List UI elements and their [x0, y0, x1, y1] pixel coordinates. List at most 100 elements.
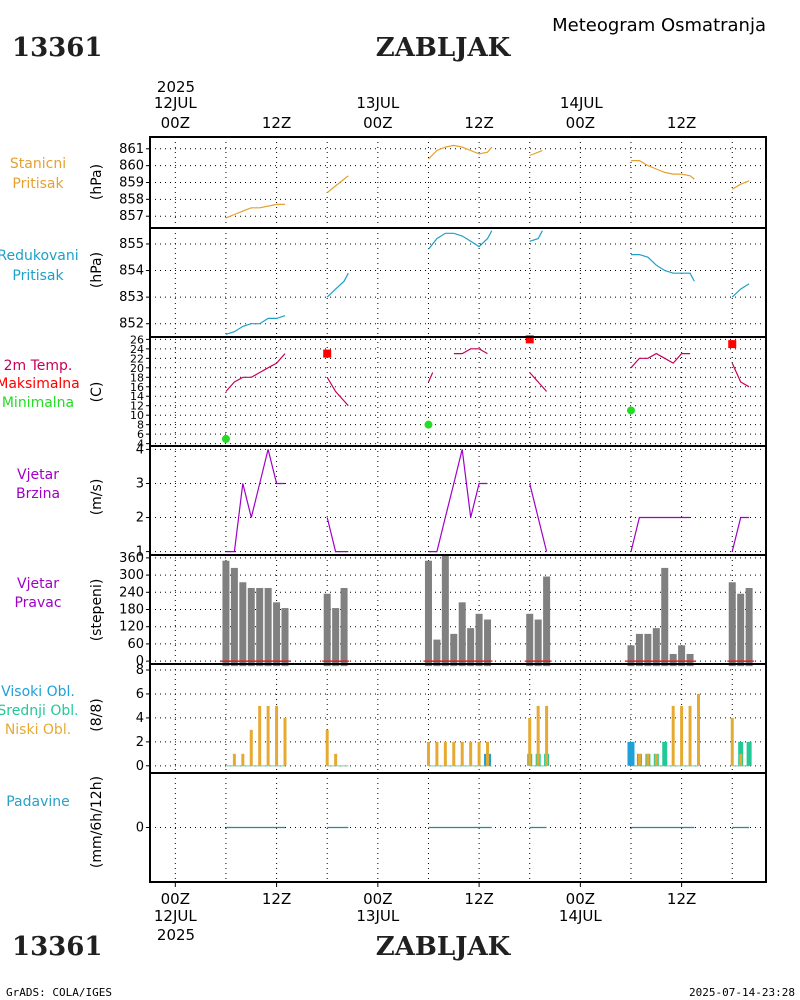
panel-label: Padavine	[6, 794, 70, 810]
y-tick-label: 360	[119, 551, 144, 566]
cloud-bar	[654, 753, 658, 766]
cloud-bar	[671, 705, 675, 766]
y-tick-label: 4	[136, 711, 144, 726]
cloud-bar	[696, 693, 700, 766]
wind-direction-bar	[273, 602, 281, 667]
panel-precipitation: 0 Padavine (mm/6h/12h)	[6, 773, 766, 882]
cloud-bar	[460, 741, 464, 766]
y-tick-label: 22	[130, 352, 144, 365]
bottom-date-label: 12JUL	[154, 907, 197, 925]
panel-label: Minimalna	[2, 395, 74, 411]
cloud-bar	[452, 741, 456, 766]
wind-direction-bar	[256, 587, 264, 667]
series-line	[731, 516, 750, 552]
wind-direction-bar	[264, 587, 272, 667]
top-date-label: 13JUL	[356, 94, 399, 112]
series-line	[731, 283, 750, 298]
series-line	[326, 272, 349, 298]
y-tick-label: 180	[119, 603, 144, 618]
station-id-header: 13361	[12, 33, 102, 63]
bottom-tick-label: 00Z	[566, 890, 595, 908]
wind-direction-bar	[239, 582, 247, 667]
frame-border	[149, 136, 767, 883]
wind-direction-bar	[323, 593, 331, 667]
max-temp-marker	[525, 335, 534, 344]
cloud-bar	[477, 741, 481, 766]
station-id-footer: 13361	[12, 932, 102, 962]
cloud-bar	[545, 705, 549, 766]
y-tick-label: 4	[136, 442, 144, 457]
chart-title: Meteogram Osmatranja	[552, 15, 766, 36]
cloud-bar	[426, 741, 430, 766]
y-tick-label: 20	[130, 362, 144, 375]
wind-direction-bar	[627, 645, 635, 667]
series-line	[731, 180, 750, 190]
wind-direction-bar	[526, 613, 534, 667]
cloud-bar	[249, 729, 253, 766]
cloud-bar	[325, 729, 329, 766]
y-tick-label: 120	[119, 620, 144, 635]
panel-label: Stanicni	[10, 156, 66, 172]
cloud-bar	[637, 753, 641, 766]
y-tick-label: 18	[130, 371, 144, 384]
cloud-bar	[536, 705, 540, 766]
panel-label: Niski Obl.	[5, 722, 71, 738]
panel-reduced_pressure: 852 853 854 855 Redukovani Pritisak (hPa)	[0, 228, 766, 337]
top-tick-label: 00Z	[566, 114, 595, 132]
panel-label: Maksimalna	[0, 376, 80, 392]
cloud-bar	[435, 741, 439, 766]
top-tick-label: 12Z	[464, 114, 493, 132]
wind-direction-bar	[433, 639, 441, 667]
max-temp-marker	[323, 349, 332, 358]
wind-direction-bar	[661, 567, 669, 667]
station-name-footer: ZABLJAK	[376, 932, 512, 962]
y-tick-label: 4	[137, 438, 144, 451]
y-tick-label: 3	[136, 476, 144, 491]
panel-wind_speed: 1 2 3 4 Vjetar Brzina (m/s)	[16, 442, 766, 560]
y-tick-label: 60	[127, 637, 144, 652]
y-tick-label: 12	[130, 400, 144, 413]
top-date-label: 14JUL	[560, 94, 603, 112]
cloud-bar	[334, 753, 338, 766]
panel-clouds: 0 2 4 6 8 Visoki Obl. Srednji Obl. Niski Obl. (8…	[0, 663, 766, 774]
y-tick-label: 855	[119, 237, 144, 252]
bottom-tick-label: 12Z	[464, 890, 493, 908]
timestamp-text: 2025-07-14-23:28	[689, 986, 795, 999]
y-tick-label: 6	[136, 687, 144, 702]
wind-direction-bar	[728, 582, 736, 667]
y-tick-label: 1	[136, 545, 144, 560]
bottom-tick-label: 12Z	[262, 890, 291, 908]
wind-direction-bar	[450, 633, 458, 667]
y-tick-label: 2	[136, 511, 144, 526]
wind-direction-bar	[441, 555, 449, 667]
top-tick-label: 12Z	[262, 114, 291, 132]
cloud-bar	[266, 705, 270, 766]
series-line	[631, 160, 695, 180]
wind-direction-bar	[652, 628, 660, 667]
cloud-bar	[241, 753, 245, 766]
bottom-tick-label: 12Z	[667, 890, 696, 908]
panel-frame	[149, 136, 767, 887]
y-tick-label: 857	[119, 209, 144, 224]
bottom-tick-label: 00Z	[161, 890, 190, 908]
cloud-bar	[283, 717, 287, 766]
wind-direction-bar	[340, 587, 348, 667]
wind-direction-bar	[424, 560, 432, 667]
bottom-year-label: 2025	[157, 926, 195, 944]
y-axis-label: (hPa)	[89, 252, 105, 288]
series-line	[427, 372, 434, 383]
wind-direction-bar	[737, 593, 745, 667]
series-line	[225, 353, 286, 392]
series-line	[428, 230, 493, 250]
y-tick-label: 0	[136, 821, 144, 836]
bottom-date-label: 14JUL	[559, 907, 602, 925]
y-tick-label: 14	[130, 390, 144, 403]
cloud-bar	[443, 741, 447, 766]
wind-direction-bar	[686, 653, 694, 667]
series-line	[731, 362, 750, 388]
series-line	[529, 149, 543, 157]
